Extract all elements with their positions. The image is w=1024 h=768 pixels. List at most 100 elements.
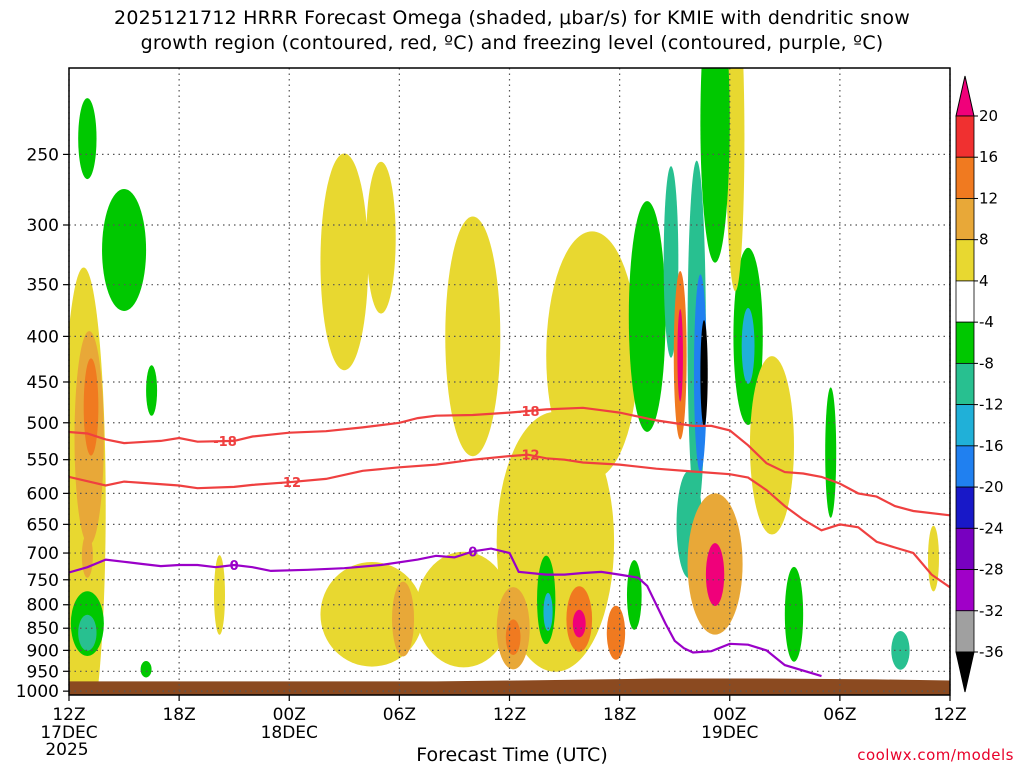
y-tick-label: 800 [27,596,59,616]
omega-shading [69,68,939,695]
omega-cell [366,161,396,314]
title-line-2: growth region (contoured, red, ºC) and f… [140,32,884,54]
colorbar-swatch [955,569,975,612]
colorbar-swatch [955,486,975,529]
omega-cell [741,308,755,384]
colorbar-swatch [955,115,975,158]
omega-cell [392,581,415,657]
colorbar-label: -4 [979,313,994,331]
colorbar-swatch [955,610,975,653]
omega-cell [606,605,626,660]
ground-area [69,678,950,695]
colorbar-swatch [955,239,975,282]
omega-cell [102,188,147,311]
colorbar-swatch [955,156,975,199]
y-tick-label: 700 [27,544,59,564]
y-tick-label: 650 [27,515,59,535]
omega-cell [626,560,642,630]
x-tick-label: 06Z [823,705,856,725]
colorbar-label: -12 [979,396,1004,414]
y-tick-label: 600 [27,484,59,504]
contour-label: 0 [230,559,239,574]
contour-label: -18 [213,435,237,450]
omega-cell [543,592,553,631]
x-tick-label: 00Z [273,705,306,725]
omega-cell [320,153,369,371]
omega-cell [572,609,586,638]
y-tick-label: 900 [27,641,59,661]
x-axis-label: Forecast Time (UTC) [416,744,608,766]
omega-cell [505,619,521,656]
colorbar-label: -16 [979,437,1004,455]
colorbar-swatch [955,321,975,364]
omega-cell [78,98,97,180]
omega-cell [825,387,837,518]
omega-cell [140,661,152,678]
x-tick-label: 12Z [52,705,85,725]
x-tick-label: 12Z [933,705,966,725]
title-line-1: 2025121712 HRRR Forecast Omega (shaded, … [114,7,910,29]
colorbar-label: 20 [979,107,998,125]
x-tick-label: 18Z [162,705,195,725]
omega-cell [927,525,939,592]
omega-cell [83,358,99,456]
y-tick-label: 300 [27,216,59,236]
contour-lines: -18 -18 -12 -12 0 0 [69,405,950,678]
y-tick-label: 250 [27,145,59,165]
x-tick-label: 00Z [713,705,746,725]
colorbar-label: 8 [979,231,989,249]
colorbar-label: -20 [979,478,1004,496]
colorbar: 20 16 12 8 4 -4 -8 -12 -16 -20 -24 -28 -32 -36 [955,75,1004,693]
chart-title: 2025121712 HRRR Forecast Omega (shaded, … [0,6,1024,56]
omega-cell [749,356,794,535]
x-tick-label: 12Z [493,705,526,725]
colorbar-label: 12 [979,189,998,207]
site-credit[interactable]: coolwx.com/models [857,746,1014,764]
contour-label: -18 [516,405,540,420]
omega-cell [663,166,679,358]
ground-surface [69,678,950,695]
y-tick-label: 1000 [16,682,59,702]
y-tick-label: 450 [27,373,59,393]
omega-cell [146,365,158,416]
colorbar-label: 16 [979,148,998,166]
colorbar-label: -8 [979,354,994,372]
omega-cell [700,320,708,427]
omega-cell [81,533,93,578]
colorbar-top-arrow [955,75,975,117]
colorbar-swatch [955,280,975,323]
y-tick-label: 750 [27,571,59,591]
x-tick-date: 19DEC [701,723,758,743]
x-tick-year: 2025 [45,740,88,760]
omega-cell [784,566,804,662]
omega-cell [677,308,683,402]
omega-cell [628,201,666,432]
contour-label: -12 [516,449,540,464]
omega-cell [78,614,97,651]
x-tick-label: 18Z [603,705,636,725]
contour-label: -12 [278,476,302,491]
colorbar-label: -24 [979,519,1004,537]
colorbar-swatch [955,445,975,488]
y-axis: 2503003504004505005506006507007508008509… [16,145,69,702]
colorbar-swatch [955,198,975,241]
y-tick-label: 550 [27,451,59,471]
x-tick-label: 06Z [383,705,416,725]
contour-label: 0 [468,545,477,560]
omega-cell [445,216,501,457]
colorbar-bottom-arrow [955,651,975,693]
omega-cell [415,551,512,668]
colorbar-label: -32 [979,602,1004,620]
omega-cell [213,555,226,635]
colorbar-label: -28 [979,561,1004,579]
y-tick-label: 950 [27,662,59,682]
omega-cell [726,68,745,292]
colorbar-label: 4 [979,272,989,290]
contour-dgz [69,453,950,589]
y-tick-label: 500 [27,414,59,434]
omega-cell [546,231,638,480]
omega-cell [700,68,730,263]
colorbar-label: -36 [979,643,1004,661]
